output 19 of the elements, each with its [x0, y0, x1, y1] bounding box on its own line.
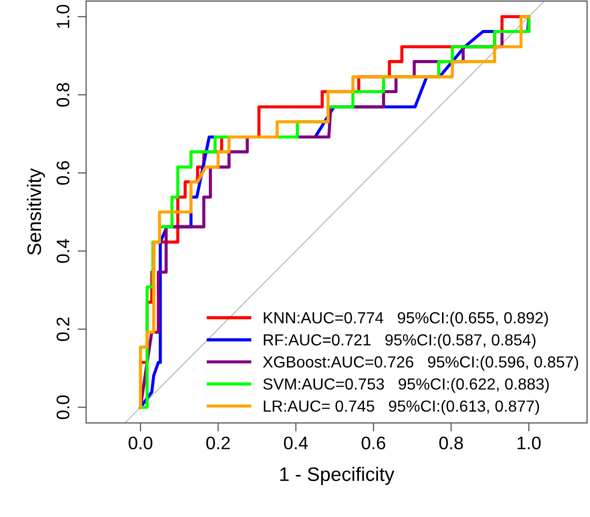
- legend-label: KNN:AUC=0.774 95%CI:(0.655, 0.892): [264, 312, 548, 327]
- x-tick-label: 0.4: [284, 436, 308, 450]
- x-tick-label: 0.2: [206, 436, 230, 450]
- legend-label: LR:AUC= 0.745 95%CI:(0.613, 0.877): [264, 400, 540, 415]
- y-tick-label: 0.6: [56, 161, 70, 185]
- x-tick-label: 0.0: [128, 436, 152, 450]
- x-tick-label: 1.0: [518, 436, 541, 450]
- legend-label: SVM:AUC=0.753 95%CI:(0.622, 0.883): [263, 378, 549, 393]
- legend-label: RF:AUC=0.721 95%CI:(0.587, 0.854): [264, 334, 536, 349]
- y-tick-label: 0.2: [56, 318, 70, 341]
- y-tick-label: 0.8: [56, 83, 70, 107]
- y-tick-label: 0.0: [56, 395, 70, 420]
- x-tick-label: 0.8: [439, 436, 463, 450]
- y-tick-label: 0.4: [56, 239, 70, 263]
- x-tick-label: 0.6: [362, 436, 386, 450]
- y-tick-label: 1.0: [56, 4, 70, 28]
- legend-label: XGBoost:AUC=0.726 95%CI:(0.596, 0.857): [262, 356, 578, 371]
- y-axis-title: Sensitivity: [26, 168, 46, 255]
- x-axis-title: 1 - Specificity: [280, 466, 394, 485]
